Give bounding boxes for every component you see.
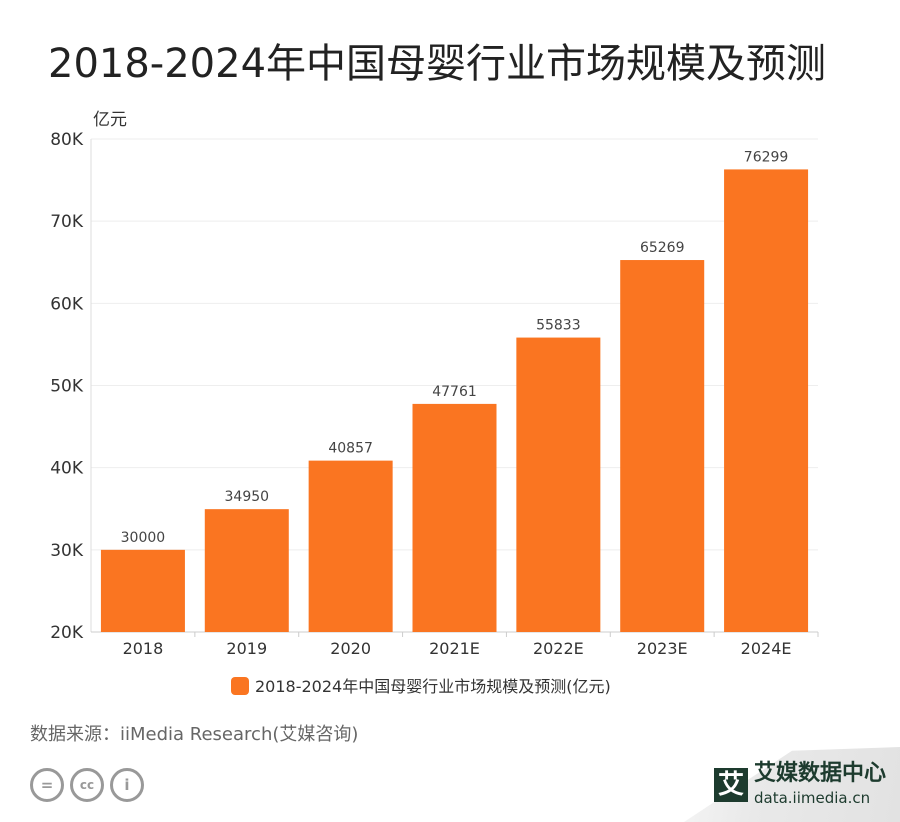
x-tick-label: 2020	[330, 639, 371, 658]
bar	[204, 509, 289, 632]
y-tick-label: 70K	[50, 212, 84, 232]
bar	[100, 549, 185, 632]
page-title: 2018-2024年中国母婴行业市场规模及预测	[48, 41, 827, 87]
x-tick-label: 2019	[226, 639, 267, 658]
x-tick-label: 2023E	[637, 639, 688, 658]
data-label: 47761	[432, 384, 477, 400]
bar	[516, 337, 601, 632]
brand-logo-mark: 艾	[714, 768, 748, 802]
x-tick-label: 2018	[123, 639, 164, 658]
data-label: 65269	[640, 240, 685, 256]
brand-name: 艾媒数据中心	[754, 761, 887, 786]
legend-label: 2018-2024年中国母婴行业市场规模及预测(亿元)	[255, 677, 611, 696]
y-tick-label: 30K	[50, 541, 84, 561]
data-source: 数据来源：iiMedia Research(艾媒咨询)	[30, 724, 359, 745]
y-tick-label: 80K	[50, 130, 84, 150]
equals-icon: =	[30, 768, 64, 802]
data-label: 40857	[328, 441, 373, 457]
y-tick-label: 50K	[50, 377, 84, 397]
x-tick-label: 2022E	[533, 639, 584, 658]
bar	[308, 460, 393, 632]
y-tick-label: 20K	[50, 623, 84, 643]
legend-swatch	[231, 677, 249, 695]
y-tick-label: 40K	[50, 459, 84, 479]
bar	[412, 403, 497, 632]
y-axis-label: 亿元	[93, 110, 127, 130]
y-tick-label: 60K	[50, 294, 84, 314]
data-label: 30000	[121, 530, 166, 546]
bar-chart: 20K 30K 40K 50K 60K 70K 80K 亿元 30000 2018 34950 201…	[50, 110, 819, 696]
x-tick-label: 2021E	[429, 639, 480, 658]
bar	[620, 260, 705, 632]
data-label: 55833	[536, 318, 581, 334]
brand-url: data.iimedia.cn	[754, 789, 871, 807]
person-icon: i	[110, 768, 144, 802]
data-label: 34950	[225, 489, 270, 505]
data-label: 76299	[744, 149, 789, 165]
x-tick-label: 2024E	[741, 639, 792, 658]
bar	[724, 169, 809, 632]
cc-icon: cc	[70, 768, 104, 802]
